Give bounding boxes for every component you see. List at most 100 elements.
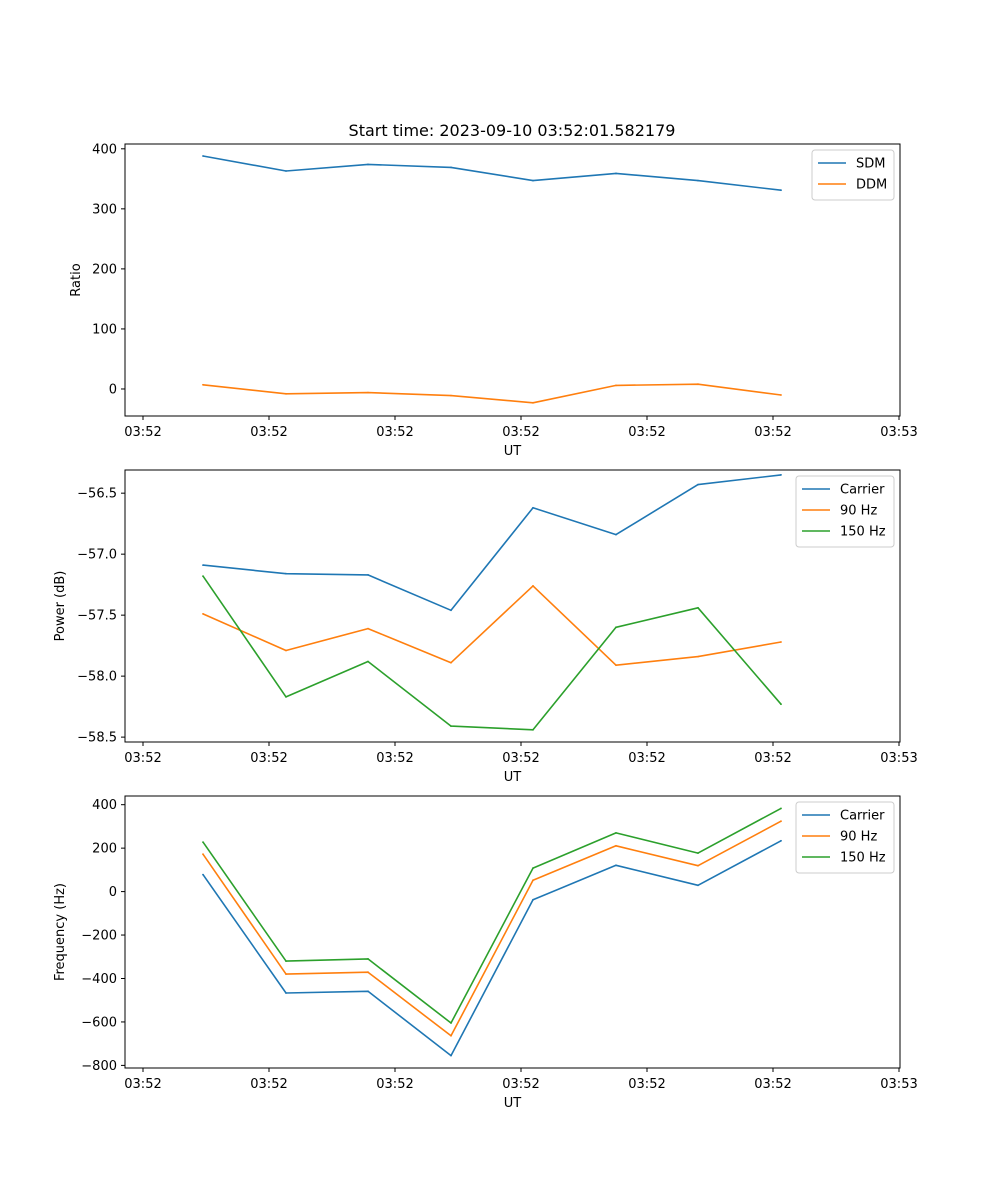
legend-label: SDM <box>856 157 885 172</box>
power-panel: 03:52 03:52 03:52 03:52 03:52 03:52 03:53 −58.5… <box>53 469 918 785</box>
data-point <box>780 641 782 643</box>
data-point <box>532 179 534 182</box>
x-tick-label: 03:52 <box>250 1077 287 1092</box>
legend-label: Carrier <box>840 483 885 498</box>
data-point <box>202 873 204 876</box>
data-point <box>615 664 617 667</box>
data-point <box>202 155 204 157</box>
data-point <box>285 696 287 698</box>
y-tick-label: 300 <box>92 202 117 217</box>
legend-label: 90 Hz <box>840 830 877 845</box>
data-point <box>285 973 287 975</box>
data-point <box>202 564 204 566</box>
data-point <box>615 533 617 536</box>
legend-box <box>795 475 895 548</box>
y-tick-label: −56.5 <box>77 487 117 502</box>
x-tick-label: 03:52 <box>376 751 413 766</box>
data-point <box>697 383 699 386</box>
legend-label: 150 Hz <box>840 851 886 866</box>
data-point <box>532 585 534 587</box>
data-point <box>780 807 782 810</box>
data-point <box>615 864 617 867</box>
data-point <box>367 990 369 993</box>
y-tick-label: −58.0 <box>77 670 117 685</box>
x-tick-label: 03:52 <box>502 751 539 766</box>
x-tick-label: 03:53 <box>880 1077 917 1092</box>
data-point <box>780 820 782 823</box>
x-axis-label: UT <box>504 444 522 459</box>
series-line-carrier <box>202 474 782 612</box>
frequency-panel: 03:52 03:52 03:52 03:52 03:52 03:52 03:53 −800 −… <box>53 795 918 1111</box>
data-point <box>780 839 782 842</box>
x-tick-label: 03:52 <box>628 425 665 440</box>
y-tick-label: 200 <box>92 842 117 857</box>
y-tick-label: −57.0 <box>77 548 117 563</box>
chart-title: Start time: 2023-09-10 03:52:01.582179 <box>349 121 676 140</box>
legend-label: Carrier <box>840 809 885 824</box>
data-point <box>615 172 617 175</box>
x-tick-label: 03:52 <box>628 1077 665 1092</box>
x-tick-label: 03:52 <box>754 425 791 440</box>
legend-label: 150 Hz <box>840 525 886 540</box>
data-point <box>202 575 204 577</box>
y-tick-label: −200 <box>81 929 117 944</box>
x-tick-label: 03:52 <box>502 1077 539 1092</box>
data-point <box>285 649 287 652</box>
y-tick-label: 200 <box>92 262 117 277</box>
x-tick-label: 03:52 <box>124 1077 161 1092</box>
legend: SDM DDM <box>811 149 895 201</box>
legend: Carrier 90 Hz 150 Hz <box>795 475 895 548</box>
data-point <box>697 606 699 609</box>
data-point <box>450 661 452 664</box>
y-tick-label: 400 <box>92 798 117 813</box>
x-tick-label: 03:52 <box>124 425 161 440</box>
data-point <box>285 392 287 395</box>
y-tick-label: −57.5 <box>77 609 117 624</box>
series-line-carrier <box>202 840 782 1057</box>
series-line-150-hz <box>202 575 782 731</box>
legend-label: 90 Hz <box>840 504 877 519</box>
data-point <box>697 655 699 658</box>
data-point <box>697 483 699 486</box>
series-line-90-hz <box>202 585 782 667</box>
y-tick-label: −600 <box>81 1015 117 1030</box>
y-axis-label: Ratio <box>69 263 84 296</box>
ratio-axes-frame <box>124 143 901 417</box>
data-point <box>615 626 617 629</box>
x-tick-label: 03:52 <box>754 1077 791 1092</box>
data-point <box>697 864 699 867</box>
data-point <box>697 852 699 854</box>
series-line-ddm <box>202 383 782 404</box>
x-tick-label: 03:52 <box>250 751 287 766</box>
data-point <box>367 958 369 960</box>
series-line-sdm <box>202 155 782 191</box>
data-point <box>367 163 369 166</box>
x-tick-label: 03:52 <box>376 425 413 440</box>
data-point <box>532 867 534 869</box>
data-point <box>532 728 534 731</box>
x-tick-label: 03:53 <box>880 751 917 766</box>
data-point <box>285 170 287 172</box>
y-axis-label: Frequency (Hz) <box>53 883 68 981</box>
x-axis-label: UT <box>504 770 522 785</box>
y-tick-label: 0 <box>109 885 117 900</box>
data-point <box>450 394 452 397</box>
data-point <box>615 844 617 847</box>
data-point <box>532 401 534 404</box>
power-axes-frame <box>124 469 901 743</box>
data-point <box>780 474 782 476</box>
legend-box <box>795 801 895 874</box>
data-point <box>780 189 782 192</box>
data-point <box>202 853 204 856</box>
y-axis-label: Power (dB) <box>53 571 68 642</box>
x-tick-label: 03:52 <box>628 751 665 766</box>
y-tick-label: −58.5 <box>77 731 117 746</box>
data-point <box>367 971 369 974</box>
data-point <box>697 884 699 887</box>
y-tick-label: 100 <box>92 322 117 337</box>
x-tick-label: 03:52 <box>754 751 791 766</box>
y-tick-label: 0 <box>109 382 117 397</box>
x-tick-label: 03:53 <box>880 425 917 440</box>
data-point <box>615 384 617 387</box>
